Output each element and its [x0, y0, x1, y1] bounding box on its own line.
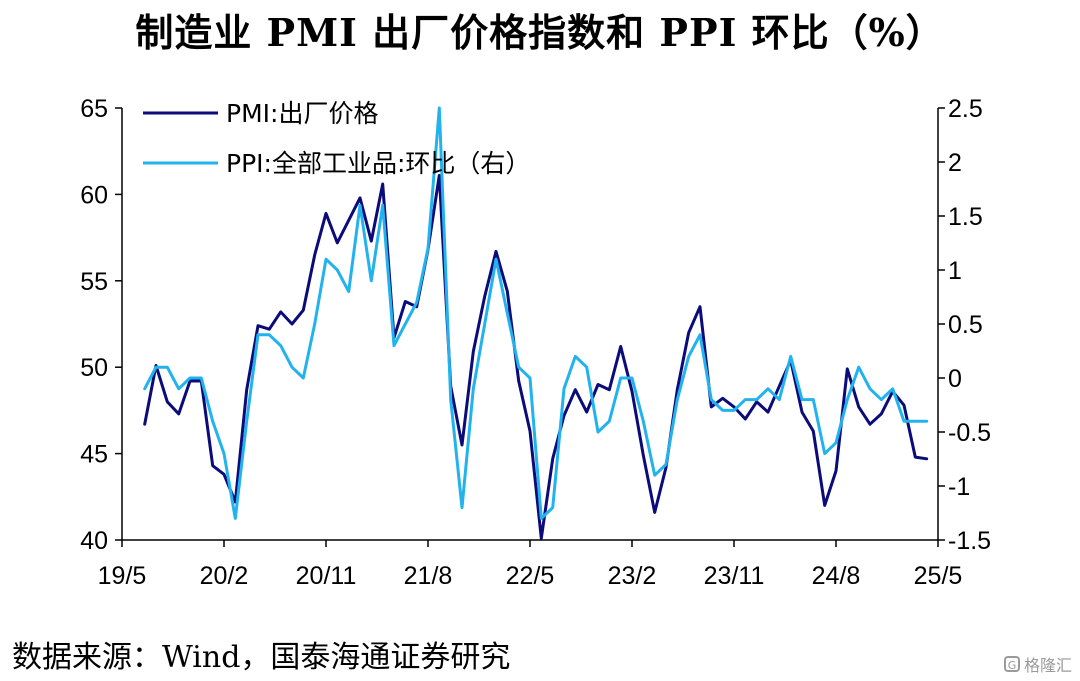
axes: 40 45 50 55 60 65 -1.5 -1 -0.5 0 0.5 1 1.5 2 2.5 19/5 20… — [80, 95, 991, 590]
series-line-pmi — [143, 173, 929, 540]
series-layer — [143, 106, 929, 540]
y-right-tick-label: 0.5 — [948, 311, 983, 339]
x-tick-label: 20/11 — [296, 562, 357, 590]
y-left-tick-label: 60 — [80, 181, 108, 209]
source-note: 数据来源：Wind，国泰海通证券研究 — [12, 640, 511, 675]
legend: PMI:出厂价格 PPI:全部工业品:环比（右） — [143, 99, 530, 178]
x-tick-label: 23/11 — [704, 562, 765, 590]
y-right-tick-label: 2 — [948, 149, 962, 177]
y-left-tick-label: 50 — [80, 354, 108, 382]
chart-title: 制造业 PMI 出厂价格指数和 PPI 环比（%） — [135, 10, 945, 55]
x-tick-label: 20/2 — [200, 562, 249, 590]
legend-label-ppi: PPI:全部工业品:环比（右） — [226, 149, 530, 178]
y-left-tick-label: 40 — [80, 527, 108, 555]
y-right-tick-label: 1.5 — [948, 203, 983, 231]
watermark: G 格隆汇 — [1003, 652, 1072, 676]
x-tick-label: 19/5 — [98, 562, 147, 590]
legend-label-pmi: PMI:出厂价格 — [226, 99, 378, 128]
y-right-tick-label: 2.5 — [948, 95, 983, 123]
y-left-tick-label: 65 — [80, 95, 108, 123]
y-left-tick-label: 45 — [80, 441, 108, 469]
y-right-tick-label: -1 — [948, 473, 970, 501]
watermark-logo-icon: G — [1003, 656, 1020, 672]
line-chart: 40 45 50 55 60 65 -1.5 -1 -0.5 0 0.5 1 1.5 2 2.5 19/5 20… — [80, 95, 991, 590]
x-tick-label: 21/8 — [404, 562, 453, 590]
x-tick-label: 23/2 — [608, 562, 657, 590]
y-left-tick-label: 55 — [80, 268, 108, 296]
series-line-ppi — [143, 106, 929, 520]
y-right-tick-label: 1 — [948, 257, 962, 285]
y-right-tick-label: 0 — [948, 365, 962, 393]
x-tick-label: 22/5 — [506, 562, 555, 590]
y-right-tick-label: -0.5 — [948, 419, 991, 447]
x-tick-label: 25/5 — [914, 562, 963, 590]
watermark-text: 格隆汇 — [1023, 656, 1072, 675]
x-tick-label: 24/8 — [812, 562, 861, 590]
y-right-tick-label: -1.5 — [948, 527, 991, 555]
